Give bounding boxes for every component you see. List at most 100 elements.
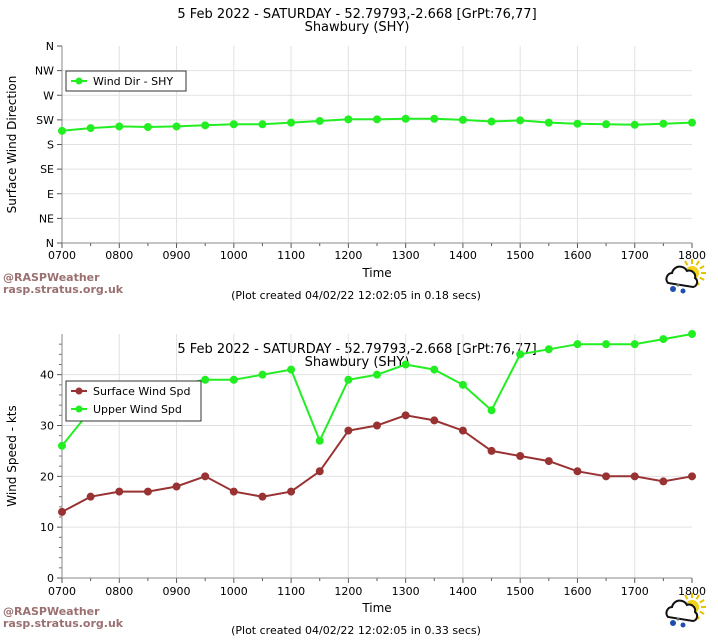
x-tick-label: 0700: [48, 249, 76, 262]
x-tick-label: 1500: [506, 585, 534, 598]
y-tick-label: NE: [39, 212, 54, 225]
data-point: [487, 117, 496, 126]
data-point: [315, 467, 324, 476]
x-tick-label: 1100: [277, 585, 305, 598]
data-point: [458, 115, 467, 124]
data-point: [401, 411, 410, 420]
data-point: [430, 114, 439, 123]
y-tick-label: W: [43, 89, 54, 102]
data-point: [430, 416, 439, 425]
cloud-sun-icon: [665, 593, 706, 628]
x-axis-label: Time: [361, 601, 391, 615]
data-point: [258, 370, 267, 379]
x-tick-label: 1000: [220, 585, 248, 598]
legend-box: [65, 70, 187, 92]
legend: Surface Wind Spd Upper Wind Spd: [65, 380, 202, 422]
data-point: [143, 122, 152, 131]
data-point: [659, 119, 668, 128]
chart-title: 5 Feb 2022 - SATURDAY - 52.79793,-2.668 …: [177, 342, 536, 357]
data-point: [287, 365, 296, 374]
data-point: [287, 487, 296, 496]
brand-name: @RASPWeather: [3, 271, 100, 284]
y-tick-label: SE: [40, 163, 54, 176]
data-point: [172, 482, 181, 491]
y-tick-label: S: [47, 139, 54, 152]
plot-footer: (Plot created 04/02/22 12:02:05 in 0.33 …: [231, 624, 481, 637]
x-axis-label: Time: [361, 266, 391, 280]
data-point: [258, 120, 267, 129]
data-point: [287, 118, 296, 127]
legend-label: Upper Wind Spd: [93, 403, 182, 416]
data-point: [487, 406, 496, 415]
x-tick-label: 1100: [277, 249, 305, 262]
data-point: [430, 365, 439, 374]
x-tick-label: 1600: [563, 585, 591, 598]
data-point: [630, 472, 639, 481]
data-point: [344, 115, 353, 124]
data-point: [201, 121, 210, 130]
data-point: [315, 436, 324, 445]
data-point: [602, 472, 611, 481]
data-point: [258, 492, 267, 501]
brand-name: @RASPWeather: [3, 605, 100, 618]
x-tick-label: 0800: [105, 585, 133, 598]
x-tick-label: 1600: [563, 249, 591, 262]
data-point: [573, 340, 582, 349]
x-tick-label: 0900: [163, 585, 191, 598]
data-point: [630, 340, 639, 349]
legend-label: Surface Wind Spd: [93, 385, 191, 398]
data-point: [602, 340, 611, 349]
data-point: [487, 446, 496, 455]
data-point: [458, 380, 467, 389]
data-point: [573, 467, 582, 476]
y-tick-label: N: [46, 237, 54, 250]
x-tick-label: 1300: [392, 585, 420, 598]
data-point: [401, 114, 410, 123]
y-tick-label: 10: [40, 521, 54, 534]
x-tick-label: 0700: [48, 585, 76, 598]
brand-url: rasp.stratus.org.uk: [3, 617, 124, 630]
legend: Wind Dir - SHY: [65, 70, 187, 92]
chart-panel-2: 5 Feb 2022 - SATURDAY - 52.79793,-2.668 …: [3, 330, 706, 637]
legend-marker: [75, 387, 83, 395]
data-point: [659, 335, 668, 344]
data-point: [688, 118, 696, 127]
data-point: [516, 452, 525, 460]
chart-subtitle: Shawbury (SHY): [305, 355, 410, 370]
y-tick-label: E: [47, 188, 54, 201]
data-point: [602, 120, 611, 129]
y-tick-label: 20: [40, 470, 54, 483]
x-tick-label: 1500: [506, 249, 534, 262]
legend-marker: [75, 405, 83, 413]
data-point: [630, 120, 639, 129]
data-point: [58, 126, 66, 135]
legend-box: [65, 380, 202, 422]
data-point: [373, 115, 381, 124]
data-point: [458, 426, 467, 435]
x-tick-label: 1700: [621, 585, 649, 598]
data-point: [516, 116, 525, 125]
data-point: [516, 350, 525, 359]
data-point: [143, 487, 152, 496]
x-tick-label: 1200: [334, 249, 362, 262]
y-tick-label: SW: [36, 114, 54, 127]
data-point: [573, 119, 582, 128]
data-point: [344, 426, 353, 435]
data-point: [86, 492, 95, 501]
cloud-sun-icon: [665, 259, 706, 294]
x-tick-label: 1800: [678, 249, 706, 262]
series-line-1: [61, 414, 693, 513]
x-tick-label: 1400: [449, 249, 477, 262]
x-tick-label: 1200: [334, 585, 362, 598]
data-point: [115, 487, 124, 496]
data-point: [659, 477, 668, 486]
data-point: [229, 120, 238, 129]
x-tick-label: 1700: [621, 249, 649, 262]
data-point: [544, 457, 553, 466]
data-point: [172, 122, 181, 131]
data-point: [688, 330, 696, 338]
data-point: [86, 124, 95, 133]
data-point: [229, 375, 238, 384]
data-point: [229, 487, 238, 496]
